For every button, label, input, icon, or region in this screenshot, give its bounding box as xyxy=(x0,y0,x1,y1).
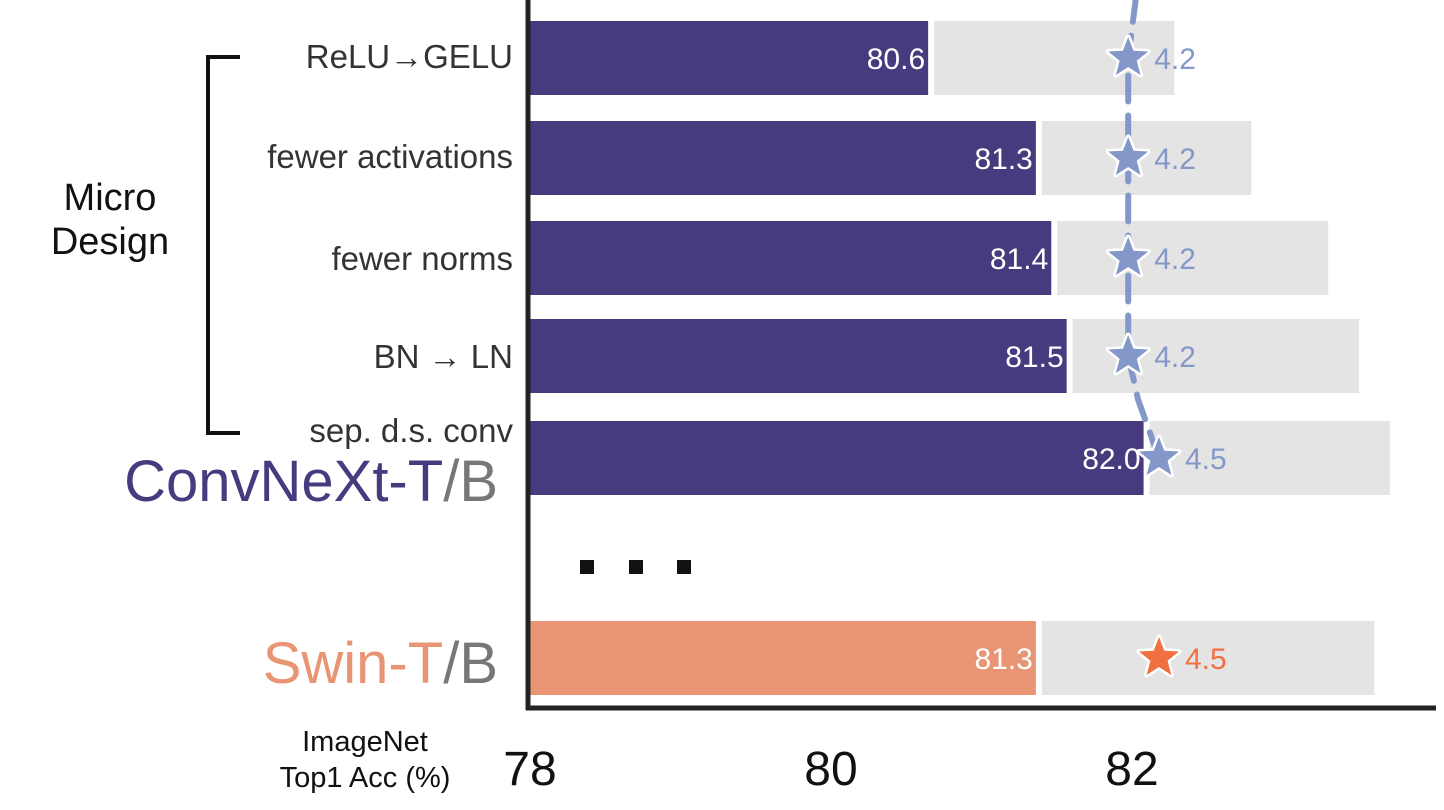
background-bar-4 xyxy=(1149,421,1390,495)
accuracy-bar-0 xyxy=(528,21,929,95)
model-label-convnext-secondary: B xyxy=(459,449,498,514)
star-marker-2 xyxy=(1105,234,1151,278)
model-label-swin-separator: / xyxy=(443,631,460,696)
background-bar-5 xyxy=(1041,621,1375,695)
star-value-label-4: 4.5 xyxy=(1185,443,1227,476)
category-label-relu-gelu: ReLU→GELU xyxy=(305,38,513,75)
category-label-fewer-norms: fewer norms xyxy=(331,240,513,277)
ellipsis-dot-0 xyxy=(580,560,594,574)
accuracy-value-label-2: 81.4 xyxy=(990,243,1048,276)
accuracy-bar-5 xyxy=(528,621,1036,695)
model-label-convnext-primary: ConvNeXt-T xyxy=(124,449,444,514)
model-label-convnext: ConvNeXt-T/B xyxy=(124,448,498,515)
background-bar-2 xyxy=(1057,221,1329,295)
star-value-label-0: 4.2 xyxy=(1154,43,1196,76)
x-axis-title-line-2: Top1 Acc (%) xyxy=(279,762,451,794)
x-axis-title-line-1: ImageNet xyxy=(302,726,428,758)
star-marker-1 xyxy=(1105,134,1151,178)
category-label-sep-ds-conv: sep. d.s. conv xyxy=(309,412,513,449)
model-label-swin-secondary: B xyxy=(459,631,498,696)
model-label-swin: Swin-T/B xyxy=(263,630,498,697)
group-label: Micro Design xyxy=(30,176,190,264)
x-axis-title: ImageNet Top1 Acc (%) xyxy=(250,724,480,796)
category-label-bn-ln: BN → LN xyxy=(373,338,513,375)
accuracy-value-label-1: 81.3 xyxy=(974,143,1032,176)
star-marker-5 xyxy=(1136,634,1182,678)
accuracy-value-label-0: 80.6 xyxy=(867,43,925,76)
star-value-label-3: 4.2 xyxy=(1154,341,1196,374)
accuracy-bar-1 xyxy=(528,121,1036,195)
x-tick-label-82: 82 xyxy=(1105,743,1159,796)
star-value-label-1: 4.2 xyxy=(1154,143,1196,176)
star-marker-3 xyxy=(1105,332,1151,376)
star-marker-4 xyxy=(1136,434,1182,478)
ellipsis-dot-1 xyxy=(629,560,643,574)
model-label-convnext-separator: / xyxy=(443,449,460,514)
accuracy-value-label-5: 81.3 xyxy=(974,643,1032,676)
accuracy-bar-3 xyxy=(528,319,1067,393)
background-bar-1 xyxy=(1041,121,1252,195)
ellipsis-dot-2 xyxy=(677,560,691,574)
group-label-line-2: Design xyxy=(50,221,170,263)
star-value-label-5: 4.5 xyxy=(1185,643,1227,676)
accuracy-value-label-3: 81.5 xyxy=(1005,341,1063,374)
x-tick-label-78: 78 xyxy=(503,743,557,796)
category-label-fewer-activations: fewer activations xyxy=(267,138,513,175)
accuracy-bar-4 xyxy=(528,421,1144,495)
x-tick-label-80: 80 xyxy=(804,743,858,796)
accuracy-value-label-4: 82.0 xyxy=(1082,443,1140,476)
group-label-line-1: Micro xyxy=(63,177,157,219)
star-marker-0 xyxy=(1105,34,1151,78)
star-value-label-2: 4.2 xyxy=(1154,243,1196,276)
accuracy-bar-2 xyxy=(528,221,1052,295)
group-bracket xyxy=(206,55,240,435)
model-label-swin-primary: Swin-T xyxy=(262,631,444,696)
